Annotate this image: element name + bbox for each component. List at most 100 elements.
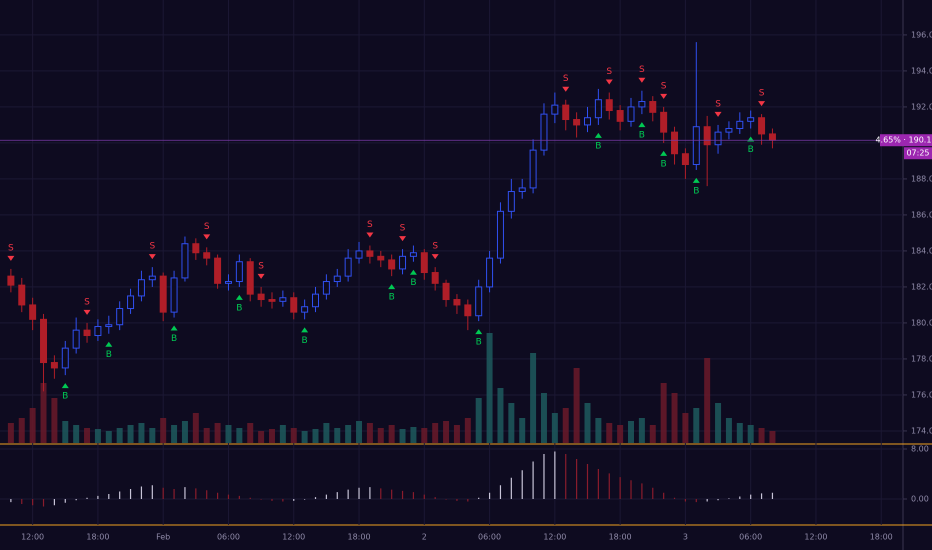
candle-body	[83, 329, 91, 337]
candle-body	[758, 117, 766, 135]
volume-bar	[138, 423, 145, 443]
candle-body	[61, 347, 69, 369]
candle-body	[562, 104, 570, 121]
y2-tick-label: 8.00	[911, 445, 929, 454]
candle-body	[768, 133, 776, 141]
buy-arrow	[409, 269, 417, 275]
candle-body	[431, 272, 439, 284]
buy-label: B	[410, 278, 416, 288]
x-tick-label: 18:00	[347, 533, 370, 542]
volume-bar	[497, 388, 504, 443]
candle-body	[355, 250, 363, 259]
volume-bar	[606, 423, 613, 443]
x-tick-label: 12:00	[543, 533, 566, 542]
sell-label: S	[759, 89, 765, 99]
price-tag: 4.65% · 190.15	[875, 136, 932, 145]
candle-body	[671, 131, 679, 155]
volume-bar	[7, 423, 14, 443]
x-tick-label: Feb	[156, 533, 170, 542]
volume-bar	[475, 398, 482, 443]
buy-arrow	[660, 150, 668, 156]
volume-bar	[649, 425, 656, 443]
volume-bar	[301, 431, 308, 443]
volume-bar	[377, 428, 384, 443]
y-tick-label: 182.00	[911, 282, 932, 291]
x-tick-label: 12:00	[804, 533, 827, 542]
volume-bar	[638, 418, 645, 443]
volume-bar	[84, 428, 91, 443]
buy-label: B	[106, 350, 112, 360]
axes-layer: 174.00 176.00 178.00 180.00 182.00 184.00 186.…	[0, 30, 932, 542]
volume-bar	[660, 383, 667, 443]
volume-bar	[345, 425, 352, 443]
candle-body	[518, 187, 526, 193]
candle-body	[660, 111, 668, 133]
y2-tick-label: 0.00	[911, 495, 929, 504]
volume-bar	[453, 425, 460, 443]
sell-label: S	[715, 99, 721, 109]
buy-label: B	[62, 392, 68, 402]
candle-body	[279, 297, 287, 302]
candle-body	[50, 362, 58, 369]
volume-bar	[432, 423, 439, 443]
volume-bar	[671, 393, 678, 443]
sell-label: S	[661, 81, 667, 91]
volume-bar	[51, 398, 58, 443]
candle-body	[105, 324, 113, 328]
candle-body	[116, 308, 124, 326]
sell-arrow	[605, 79, 613, 85]
sell-arrow	[7, 255, 15, 261]
volume-bar	[715, 403, 722, 443]
candle-body	[366, 250, 374, 257]
y-tick-label: 178.00	[911, 354, 932, 363]
buy-arrow	[594, 132, 602, 138]
volume-bar	[519, 418, 526, 443]
x-tick-label: 12:00	[21, 533, 44, 542]
candle-body	[127, 295, 135, 310]
candle-body	[94, 326, 102, 337]
sell-arrow	[758, 101, 766, 107]
x-tick-label: 3	[683, 533, 688, 542]
volume-bar	[214, 423, 221, 443]
volume-bar	[573, 368, 580, 443]
y-tick-label: 186.00	[911, 210, 932, 219]
candle-body	[703, 126, 711, 146]
candle-body	[203, 252, 211, 259]
volume-bar	[617, 425, 624, 443]
candle-body	[301, 306, 309, 313]
candle-body	[224, 281, 232, 284]
volume-bar	[225, 425, 232, 443]
volume-bar	[334, 428, 341, 443]
candle-body	[453, 299, 461, 306]
candle-body	[399, 255, 407, 270]
volume-bar	[40, 383, 47, 443]
buy-arrow	[235, 294, 243, 300]
candle-body	[344, 257, 352, 277]
volume-bar	[682, 413, 689, 443]
candle-body	[18, 284, 26, 306]
candle-body	[573, 119, 581, 126]
x-tick-label: 18:00	[870, 533, 893, 542]
volume-bar	[149, 428, 156, 443]
volume-bar	[94, 429, 101, 443]
candle-body	[181, 243, 189, 279]
volume-bar	[181, 421, 188, 443]
buy-label: B	[748, 145, 754, 155]
buy-label: B	[476, 338, 482, 348]
sell-label: S	[400, 224, 406, 234]
sell-arrow	[203, 234, 211, 240]
candle-body	[235, 261, 243, 283]
y-tick-label: 194.00	[911, 66, 932, 75]
volume-bar	[530, 353, 537, 443]
volume-bar	[595, 418, 602, 443]
volume-bar	[758, 428, 765, 443]
buy-arrow	[105, 341, 113, 347]
x-tick-label: 06:00	[478, 533, 501, 542]
x-tick-label: 18:00	[609, 533, 632, 542]
candle-body	[268, 299, 276, 302]
x-tick-label: 18:00	[86, 533, 109, 542]
candle-body	[159, 275, 167, 313]
candle-body	[464, 304, 472, 317]
candle-body	[170, 277, 178, 313]
